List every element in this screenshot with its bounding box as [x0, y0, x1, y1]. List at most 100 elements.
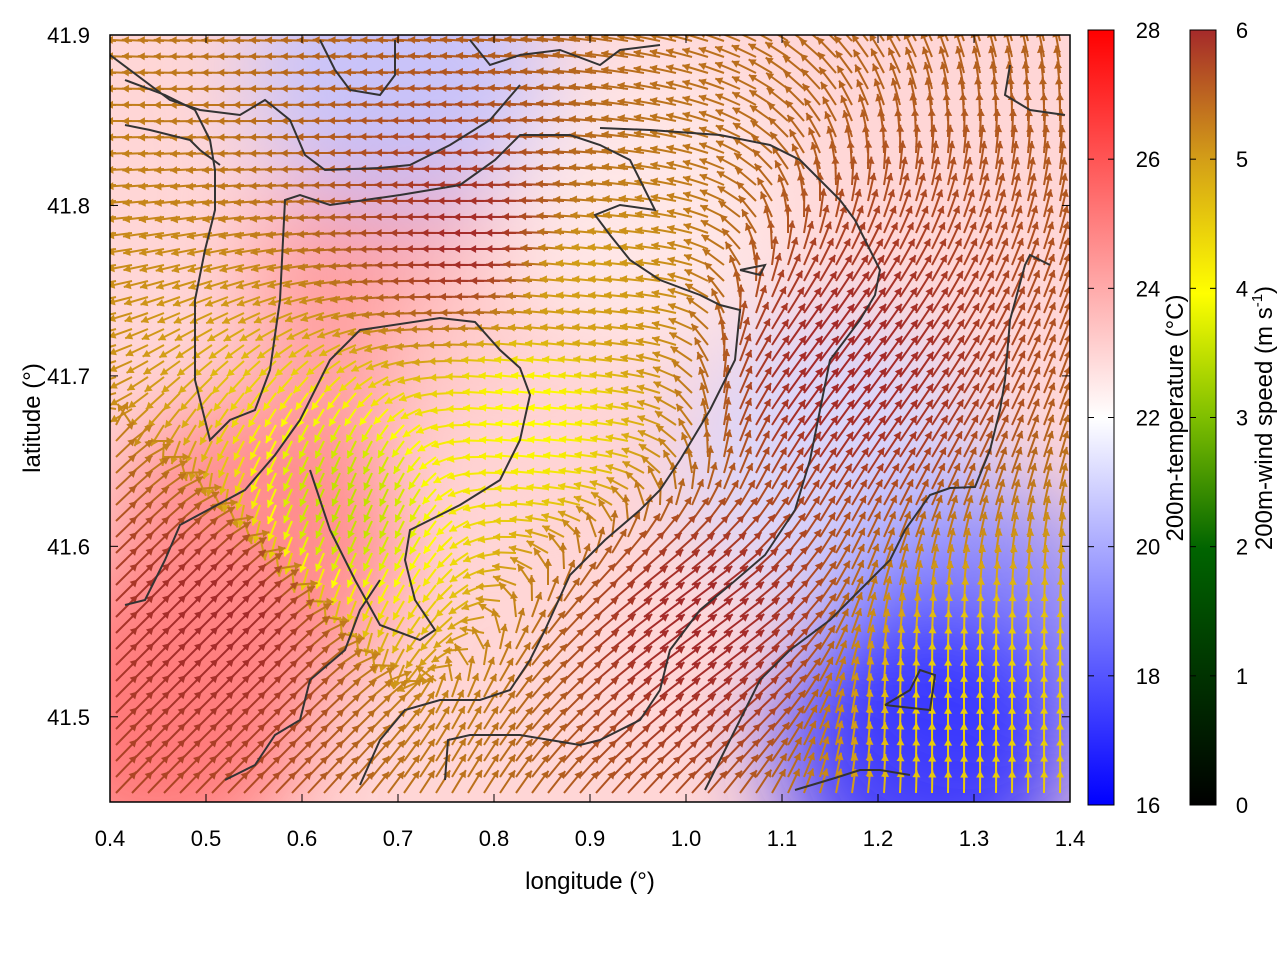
wind-arrow-head — [110, 414, 119, 422]
wind-arrow-head — [459, 340, 468, 349]
wind-arrow-head — [814, 384, 823, 393]
wind-arrow-head — [494, 371, 503, 380]
wind-arrow-head — [144, 424, 153, 433]
wind-arrow-head — [957, 77, 966, 85]
wind-arrow-head — [178, 460, 188, 468]
wind-arrow-head — [423, 51, 432, 60]
wind-arrow-head — [411, 341, 419, 350]
wind-arrow-head — [918, 511, 927, 520]
wind-arrow-head — [902, 173, 910, 181]
wind-arrow-head — [233, 149, 241, 158]
wind-arrow-head — [1008, 626, 1017, 634]
wind-arrow-head — [576, 506, 585, 514]
wind-arrow-head — [934, 511, 942, 520]
wind-arrow-head — [558, 371, 566, 380]
wind-arrow-head — [552, 83, 560, 92]
wind-arrow-head — [866, 640, 875, 649]
wind-arrow-head — [161, 659, 170, 668]
wind-arrow-head — [986, 254, 994, 263]
wind-arrow-head — [392, 449, 400, 458]
wind-arrow-head — [576, 644, 585, 653]
wind-arrow-head — [883, 156, 892, 165]
wind-arrow-head — [682, 79, 691, 88]
wind-arrow-head — [976, 108, 985, 116]
wind-arrow-head — [394, 530, 403, 539]
wind-arrow-head — [321, 616, 330, 624]
wind-arrow-head — [755, 661, 764, 670]
wind-arrow-head — [875, 93, 884, 102]
wind-arrow-head — [699, 189, 708, 197]
wind-arrow-head — [755, 581, 764, 590]
wind-arrow-head — [477, 355, 486, 364]
wind-arrow-head — [312, 213, 320, 222]
wind-arrow-shaft — [1057, 35, 1061, 42]
wind-arrow-head — [828, 593, 837, 602]
wind-arrow-head — [660, 582, 669, 590]
wind-arrow-head — [492, 562, 500, 571]
wind-arrow-head — [337, 633, 346, 641]
wind-arrow-head — [436, 560, 445, 569]
wind-arrow-head — [265, 230, 274, 239]
wind-arrow-head — [914, 576, 923, 585]
wind-arrow-head — [859, 479, 867, 488]
wind-arrow-head — [649, 48, 658, 57]
wind-arrow-head — [471, 116, 479, 125]
wind-arrow-head — [797, 303, 806, 312]
wind-arrow-head — [462, 469, 471, 478]
wind-arrow-head — [1028, 157, 1036, 165]
wind-arrow-head — [462, 388, 470, 397]
wind-arrow-head — [438, 148, 446, 157]
wind-arrow-head — [225, 675, 234, 684]
wind-arrow-head — [879, 352, 887, 361]
wind-arrow-head — [912, 642, 921, 650]
wind-arrow-head — [605, 418, 614, 427]
wind-arrow-head — [209, 675, 218, 684]
wind-arrow-head — [670, 514, 679, 523]
wind-arrow-head — [826, 238, 834, 247]
wind-arrow-head — [991, 92, 1000, 101]
wind-arrow-head — [469, 212, 477, 221]
wind-arrow-head — [755, 565, 764, 574]
wind-arrow-head — [779, 431, 787, 440]
wind-arrow-head — [718, 497, 726, 506]
wind-arrow-head — [909, 271, 917, 280]
wind-arrow-head — [782, 25, 790, 32]
wind-arrow-head — [742, 317, 751, 326]
wind-arrow-head — [456, 308, 464, 317]
wind-arrow-head — [1048, 270, 1056, 279]
wind-arrow-head — [281, 247, 290, 256]
wind-arrow-head — [440, 308, 448, 317]
wind-arrow-head — [781, 335, 790, 344]
wind-arrow-head — [439, 68, 447, 76]
wind-arrow-head — [463, 521, 471, 530]
wind-arrow-head — [927, 108, 936, 116]
plot-area — [109, 25, 1071, 803]
wind-arrow-head — [328, 52, 336, 61]
wind-arrow-head — [621, 401, 629, 410]
wind-arrow-head — [800, 188, 809, 196]
wind-arrow-head — [1047, 414, 1055, 423]
wind-arrow-head — [576, 660, 585, 669]
wind-arrow-head — [302, 332, 311, 340]
wind-arrow-head — [767, 102, 776, 111]
wind-arrow-head — [463, 555, 472, 563]
wind-arrow-head — [169, 68, 177, 77]
wind-arrow-head — [160, 486, 169, 495]
wind-arrow-head — [764, 367, 772, 376]
wind-arrow-head — [129, 532, 138, 541]
wind-arrow-head — [1038, 77, 1047, 85]
wind-arrow-head — [1004, 45, 1013, 54]
wind-arrow-head — [462, 436, 471, 445]
wind-arrow-head — [890, 479, 898, 488]
wind-arrow-head — [601, 82, 609, 91]
wind-arrow-head — [1031, 414, 1040, 423]
wind-arrow-head — [853, 624, 862, 633]
wind-arrow-head — [523, 642, 531, 651]
wind-arrow-head — [171, 265, 180, 274]
wind-arrow-shaft — [776, 35, 789, 42]
wind-arrow-head — [296, 197, 304, 206]
wind-arrow-head — [854, 608, 863, 617]
wind-arrow-head — [110, 297, 116, 306]
wind-arrow-head — [593, 629, 602, 637]
wind-arrow-head — [431, 655, 440, 663]
